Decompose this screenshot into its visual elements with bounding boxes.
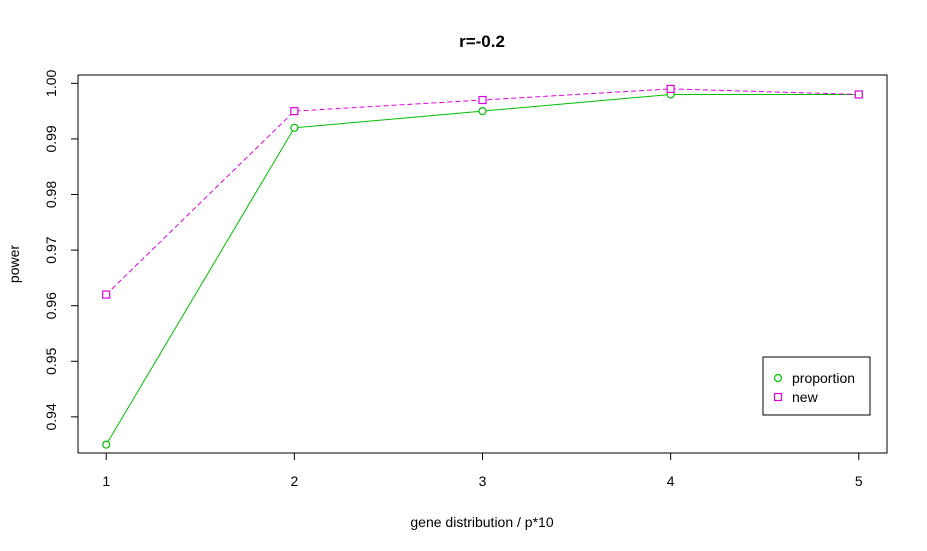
legend: proportion new <box>762 356 871 416</box>
data-point-proportion <box>478 107 487 116</box>
data-point-new <box>102 290 111 299</box>
x-tick-label: 4 <box>667 473 675 489</box>
y-axis-title: power <box>6 245 22 283</box>
legend-marker-new <box>773 392 783 402</box>
data-point-new <box>478 95 487 105</box>
series-line-proportion <box>105 93 859 445</box>
data-point-new <box>666 84 675 93</box>
y-tick-label: 0.98 <box>43 181 59 208</box>
data-point-new <box>290 107 299 116</box>
x-axis: 1 2 3 4 5 <box>102 453 863 489</box>
legend-label-new: new <box>792 389 819 405</box>
chart-title: r=-0.2 <box>459 32 505 51</box>
data-point-proportion <box>102 440 111 449</box>
y-axis: 0.94 0.95 0.96 0.97 0.98 0.99 1.00 <box>43 70 78 430</box>
x-tick-label: 3 <box>479 473 487 489</box>
y-tick-label: 0.95 <box>43 347 59 374</box>
data-point-proportion <box>290 123 299 132</box>
y-tick-label: 0.99 <box>43 125 59 152</box>
legend-label-proportion: proportion <box>792 370 855 386</box>
x-tick-label: 2 <box>290 473 298 489</box>
series-layer <box>102 84 863 449</box>
y-tick-label: 0.96 <box>43 292 59 319</box>
series-line-new <box>105 88 859 295</box>
data-point-new <box>854 90 863 99</box>
x-tick-label: 5 <box>855 473 863 489</box>
x-tick-label: 1 <box>102 473 110 489</box>
legend-marker-proportion <box>773 373 783 383</box>
y-tick-label: 0.97 <box>43 236 59 263</box>
legend-box <box>762 356 871 416</box>
x-axis-title: gene distribution / p*10 <box>410 514 553 530</box>
y-tick-label: 1.00 <box>43 70 59 97</box>
y-tick-label: 0.94 <box>43 403 59 430</box>
